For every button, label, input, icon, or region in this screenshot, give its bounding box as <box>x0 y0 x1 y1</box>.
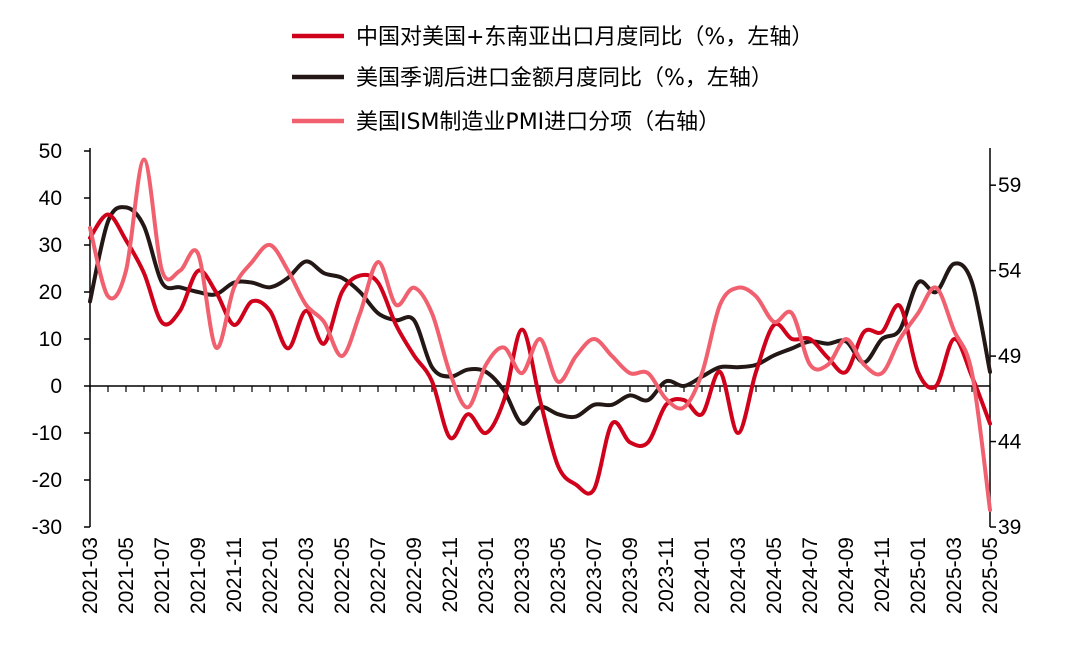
legend: 中国对美国+东南亚出口月度同比（%，左轴） 美国季调后进口金额月度同比（%，左轴）… <box>292 25 813 135</box>
right-tick-label: 49 <box>998 345 1021 368</box>
x-tick-label: 2025-01 <box>907 537 930 614</box>
right-tick-label: 39 <box>998 516 1021 539</box>
series-line-china-exports <box>88 212 992 496</box>
x-tick-label: 2025-05 <box>979 537 1002 614</box>
left-tick-label: -30 <box>32 516 62 539</box>
left-tick-label: 0 <box>50 375 62 398</box>
left-tick-label: 40 <box>39 187 62 210</box>
x-tick-label: 2022-05 <box>331 537 354 614</box>
left-y-ticks: 50 40 30 20 10 0 -10 -20 -30 <box>32 140 90 539</box>
legend-item-china-exports: 中国对美国+东南亚出口月度同比（%，左轴） <box>292 25 813 50</box>
x-tick-label: 2024-11 <box>871 537 894 613</box>
right-y-ticks: 59 54 49 44 39 <box>990 174 1022 539</box>
x-tick-label: 2023-03 <box>511 537 534 614</box>
x-tick-label: 2021-11 <box>223 537 246 613</box>
left-tick-label: 50 <box>39 140 62 163</box>
x-tick-label: 2022-09 <box>403 537 426 614</box>
x-tick-label: 2022-01 <box>259 537 282 614</box>
left-tick-label: -20 <box>32 469 62 492</box>
x-tick-label: 2023-11 <box>655 537 678 613</box>
legend-label: 中国对美国+东南亚出口月度同比（%，左轴） <box>356 25 813 50</box>
x-tick-label: 2024-01 <box>691 537 714 614</box>
x-tick-label: 2023-05 <box>547 537 570 614</box>
left-tick-label: 10 <box>39 328 62 351</box>
left-tick-label: 20 <box>39 281 62 304</box>
x-tick-label: 2021-05 <box>115 537 138 614</box>
x-tick-label: 2025-03 <box>943 537 966 614</box>
x-tick-label: 2024-09 <box>835 537 858 614</box>
right-tick-label: 59 <box>998 174 1021 197</box>
series-line-ism-pmi-imports <box>88 157 992 512</box>
x-tick-label: 2024-07 <box>799 537 822 614</box>
x-tick-label: 2021-09 <box>187 537 210 614</box>
x-tick-label: 2021-03 <box>79 537 102 614</box>
right-tick-label: 44 <box>998 431 1022 454</box>
legend-label: 美国季调后进口金额月度同比（%，左轴） <box>356 66 773 91</box>
x-ticks: 2021-03 2021-05 2021-07 2021-09 2021-11 2022-… <box>79 386 1002 614</box>
left-tick-label: -10 <box>32 422 62 445</box>
x-tick-label: 2022-07 <box>367 537 390 614</box>
x-tick-label: 2023-09 <box>619 537 642 614</box>
x-tick-label: 2021-07 <box>151 537 174 614</box>
x-tick-label: 2022-11 <box>439 537 462 613</box>
x-tick-label: 2022-03 <box>295 537 318 614</box>
x-tick-label: 2023-07 <box>583 537 606 614</box>
legend-label: 美国ISM制造业PMI进口分项（右轴） <box>356 110 720 135</box>
x-tick-label: 2024-05 <box>763 537 786 614</box>
x-tick-label: 2023-01 <box>475 537 498 614</box>
right-tick-label: 54 <box>998 260 1022 283</box>
x-tick-label: 2024-03 <box>727 537 750 614</box>
left-tick-label: 30 <box>39 234 62 257</box>
legend-item-us-imports: 美国季调后进口金额月度同比（%，左轴） <box>292 66 773 91</box>
legend-item-ism-pmi-imports: 美国ISM制造业PMI进口分项（右轴） <box>292 110 720 135</box>
series-layer <box>88 157 992 512</box>
